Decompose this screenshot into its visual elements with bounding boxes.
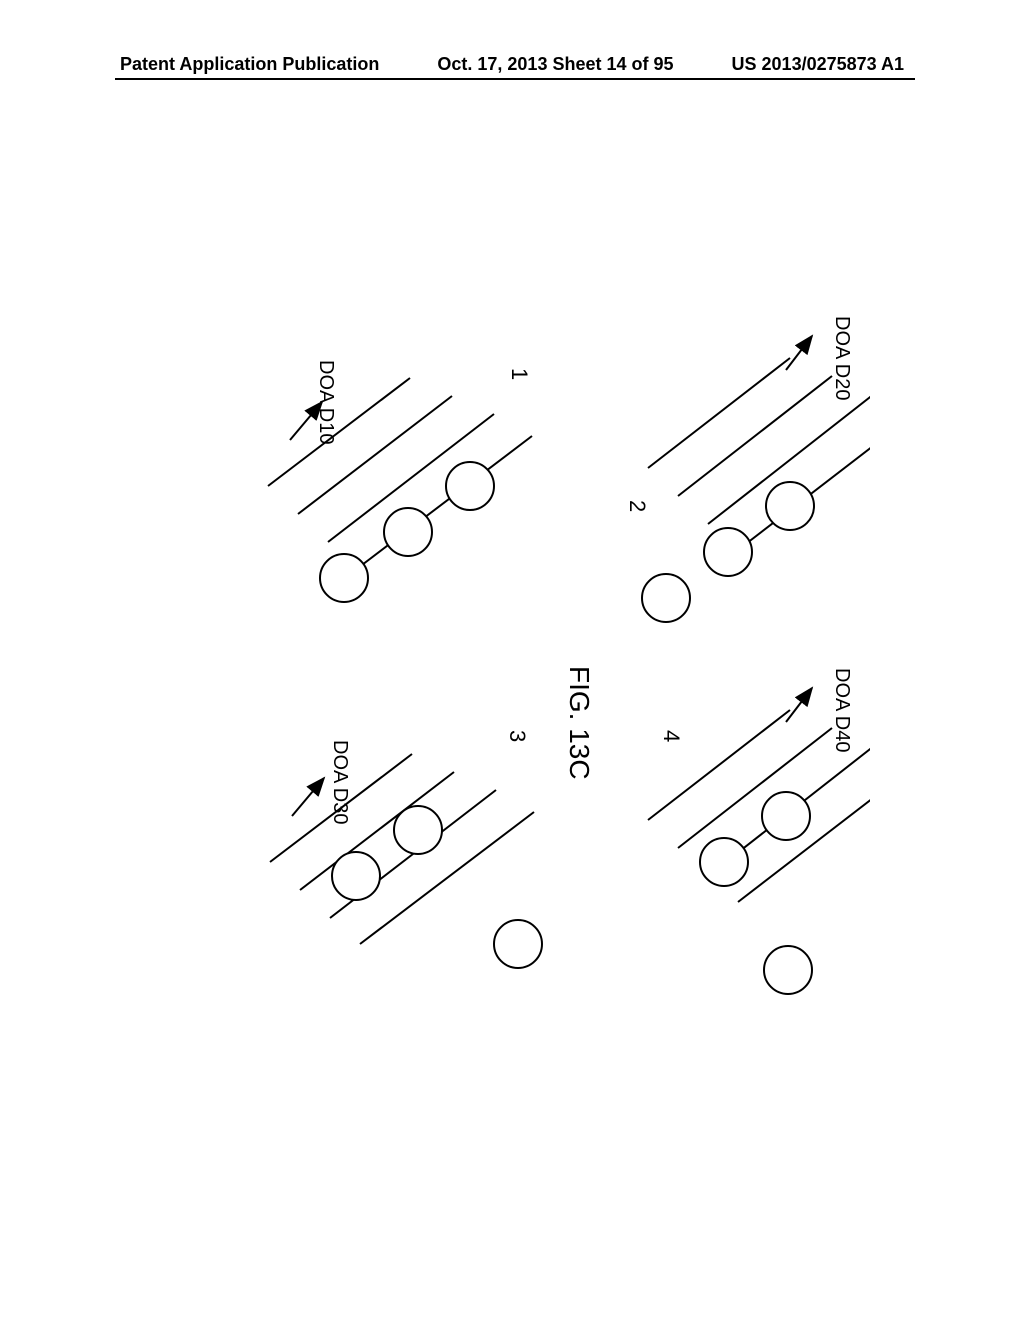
wavefront-line bbox=[738, 416, 870, 550]
mic-circle bbox=[394, 806, 442, 854]
figure-caption: FIG. 13C bbox=[564, 666, 595, 780]
mic-circle bbox=[642, 574, 690, 622]
patent-header: Patent Application Publication Oct. 17, … bbox=[0, 54, 1024, 75]
panel-1: 1 DOA D10 bbox=[268, 360, 532, 602]
panel-number-1: 1 bbox=[507, 368, 532, 380]
doa-label-2: DOA D20 bbox=[831, 316, 853, 400]
mic-circle bbox=[320, 554, 368, 602]
panel-4: 4 DOA D40 bbox=[648, 668, 870, 994]
doa-label-3: DOA D30 bbox=[329, 740, 351, 824]
mic-circle bbox=[766, 482, 814, 530]
header-right: US 2013/0275873 A1 bbox=[732, 54, 904, 75]
wavefront-line bbox=[678, 728, 832, 848]
panel-number-3: 3 bbox=[505, 730, 530, 742]
doa-label-1: DOA D10 bbox=[315, 360, 337, 444]
mic-circle bbox=[764, 946, 812, 994]
figure-area: 1 DOA D10 2 DOA D20 3 DOA D30 4 DOA D40 FIG. 13C bbox=[150, 180, 870, 1140]
header-center: Oct. 17, 2013 Sheet 14 of 95 bbox=[437, 54, 673, 75]
mic-circle bbox=[332, 852, 380, 900]
panel-2: 2 DOA D20 bbox=[625, 316, 870, 622]
mic-circle bbox=[704, 528, 752, 576]
doa-arrow bbox=[786, 336, 812, 370]
mic-circle bbox=[762, 792, 810, 840]
figure-svg: 1 DOA D10 2 DOA D20 3 DOA D30 4 DOA D40 FIG. 13C bbox=[150, 180, 870, 1140]
mic-circle bbox=[700, 838, 748, 886]
mic-circle bbox=[494, 920, 542, 968]
wavefront-line bbox=[648, 358, 790, 468]
wavefront-line bbox=[268, 378, 410, 486]
doa-label-4: DOA D40 bbox=[831, 668, 853, 752]
panel-3: 3 DOA D30 bbox=[270, 730, 542, 968]
wavefront-line bbox=[358, 436, 532, 568]
mic-circle bbox=[446, 462, 494, 510]
panel-number-4: 4 bbox=[659, 730, 684, 742]
panel-number-2: 2 bbox=[625, 500, 650, 512]
wavefront-line bbox=[678, 376, 832, 496]
header-left: Patent Application Publication bbox=[120, 54, 379, 75]
mic-circle bbox=[384, 508, 432, 556]
doa-arrow bbox=[292, 778, 324, 816]
wavefront-line bbox=[738, 768, 870, 902]
doa-arrow bbox=[786, 688, 812, 722]
header-rule bbox=[115, 78, 915, 80]
